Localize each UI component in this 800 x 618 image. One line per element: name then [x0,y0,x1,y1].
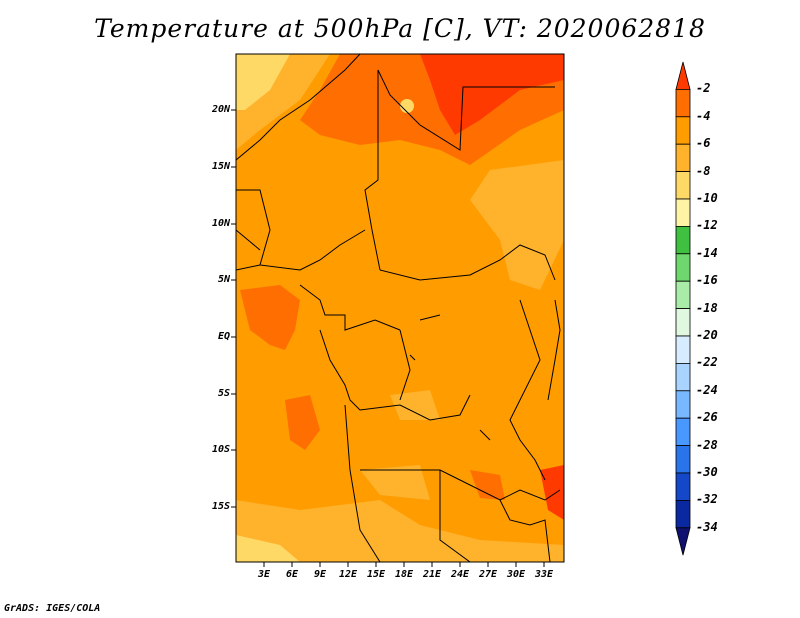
colorbar-swatch [675,225,691,255]
colorbar-label: -4 [696,108,711,123]
lon-label: 3E [257,569,271,580]
colorbar-label: -10 [696,191,718,205]
lon-label: 15E [366,569,386,580]
colorbar-bottom-arrow [675,527,691,556]
colorbar-label: -26 [696,410,718,425]
chart-title: Temperature at 500hPa [C], VT: 202006281… [94,14,706,43]
lat-label: 5N [217,274,230,285]
lat-label: 15N [211,161,230,172]
colorbar-label: -32 [696,492,718,507]
lon-label: 12E [338,569,358,580]
colorbar-swatch [675,198,691,227]
lat-label: 5S [217,388,230,399]
colorbar-label: -20 [696,328,718,342]
colorbar-label: -6 [696,136,711,151]
country-borders [236,54,561,562]
colorbar-swatch [675,335,691,364]
colorbar-swatch [675,417,691,447]
colorbar-swatch [675,143,691,172]
colorbar-label: -16 [696,273,718,288]
lon-label: 27E [478,569,498,580]
lat-label: 10S [211,444,230,455]
colorbar-label: -14 [696,245,718,260]
grads-credit: GrADS: IGES/COLA [4,603,101,614]
colorbar-swatch [675,280,691,310]
colorbar-swatch [675,253,691,282]
lon-label: 24E [450,569,470,580]
colorbar-label: -12 [696,218,718,233]
lon-label: 9E [313,569,327,580]
colorbar-swatch [675,89,691,118]
colorbar-label: -8 [696,163,711,178]
colorbar-swatch [675,390,691,419]
lat-label: 10N [211,218,230,229]
lon-label: 21E [422,569,442,580]
colorbar-swatch [675,499,691,529]
lon-label: 18E [394,569,414,580]
colorbar-swatch [675,445,691,474]
temperature-field [236,54,564,562]
colorbar-label: -24 [696,382,718,397]
colorbar-label: -30 [696,465,718,479]
lat-label: EQ [217,331,230,342]
colorbar-swatch [675,116,691,145]
colorbar-top-arrow [675,61,691,90]
colorbar-swatch [675,472,691,501]
colorbar-label: -22 [696,355,718,370]
colorbar-swatch [675,362,691,392]
lon-label: 33E [534,569,554,580]
map-frame [235,53,565,563]
colorbar-label: -28 [696,437,718,452]
colorbar-label: -2 [696,81,711,96]
lat-label: 15S [211,501,230,512]
colorbar-label: -18 [696,300,718,315]
colorbar-swatch [675,308,691,337]
colorbar-swatch [675,171,691,200]
lon-label: 30E [506,569,526,580]
lon-label: 6E [285,569,299,580]
lat-label: 20N [211,104,230,115]
colorbar [675,61,691,556]
colorbar-label: -34 [696,519,718,534]
